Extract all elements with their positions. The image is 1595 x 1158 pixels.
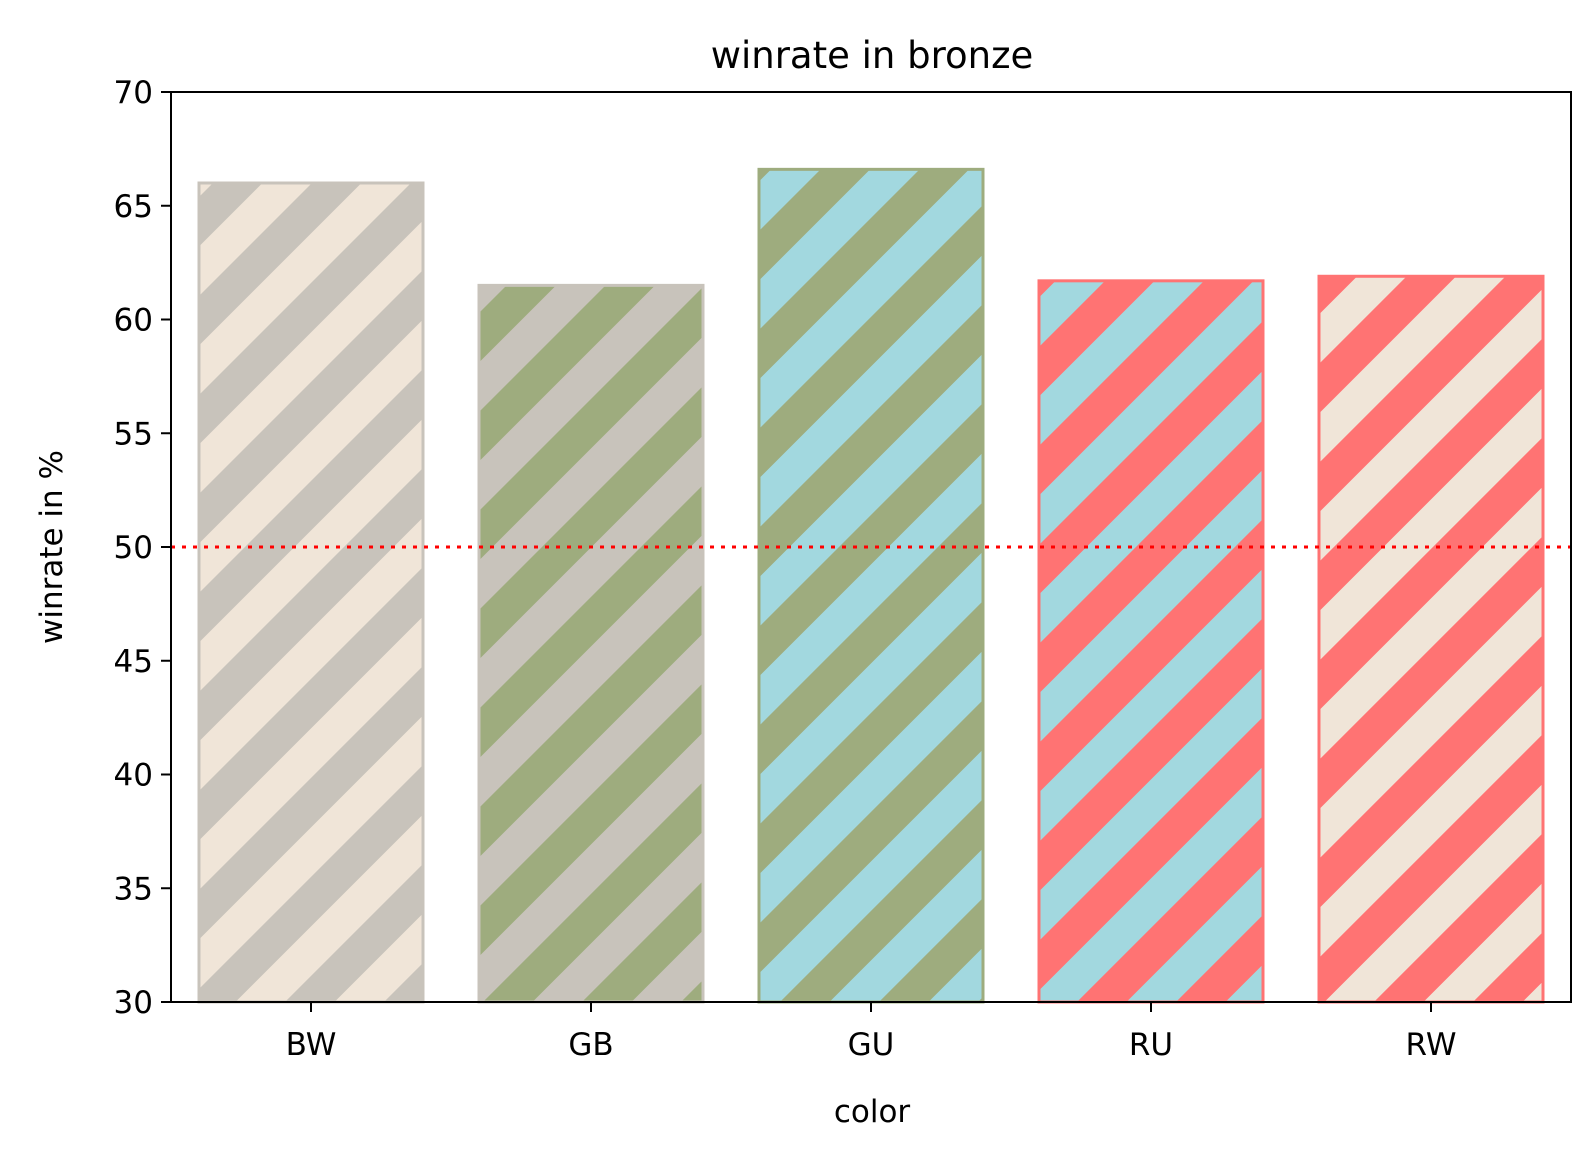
y-axis-title: winrate in % (34, 450, 70, 644)
bars-group (197, 167, 1545, 1004)
y-tick-label: 65 (114, 189, 153, 225)
bar-bw (197, 181, 425, 1004)
x-axis-title: color (834, 1094, 911, 1130)
y-tick-label: 45 (114, 644, 153, 680)
y-tick-label: 70 (114, 75, 153, 111)
bar-rw (1317, 274, 1545, 1004)
chart-title: winrate in bronze (711, 34, 1034, 77)
x-tick-label-gb: GB (568, 1027, 613, 1063)
bar-gb (477, 283, 705, 1004)
bar-gu (757, 167, 985, 1004)
x-axis: BW GB GU RU RW (286, 1002, 1457, 1063)
x-tick-label-rw: RW (1406, 1027, 1457, 1063)
y-tick-label: 60 (114, 303, 153, 339)
x-tick-label-gu: GU (848, 1027, 895, 1063)
y-axis: 30 35 40 45 50 55 60 65 70 (114, 75, 171, 1021)
y-tick-label: 55 (114, 416, 153, 452)
bar-ru (1037, 279, 1265, 1004)
x-tick-label-bw: BW (286, 1027, 337, 1063)
y-tick-label: 50 (114, 530, 153, 566)
x-tick-label-ru: RU (1129, 1027, 1173, 1063)
y-tick-label: 35 (114, 871, 153, 907)
y-tick-label: 40 (114, 758, 153, 794)
y-tick-label: 30 (114, 985, 153, 1021)
